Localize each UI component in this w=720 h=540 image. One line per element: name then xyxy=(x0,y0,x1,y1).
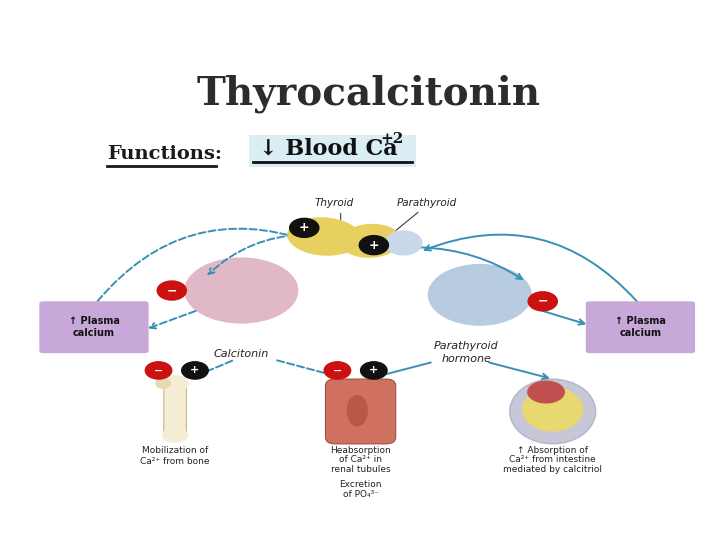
Ellipse shape xyxy=(162,376,189,391)
Text: Thyroid: Thyroid xyxy=(315,198,354,208)
FancyBboxPatch shape xyxy=(164,383,186,435)
Ellipse shape xyxy=(528,381,564,403)
Text: Thyrocalcitonin: Thyrocalcitonin xyxy=(197,75,541,113)
Circle shape xyxy=(157,281,186,300)
FancyBboxPatch shape xyxy=(40,301,148,353)
Text: Calcitonin: Calcitonin xyxy=(214,349,269,360)
Text: −: − xyxy=(333,366,342,375)
Ellipse shape xyxy=(347,395,367,426)
Ellipse shape xyxy=(385,231,422,255)
Text: −: − xyxy=(538,295,548,308)
Text: Heabsorption: Heabsorption xyxy=(330,446,391,455)
Ellipse shape xyxy=(341,225,400,257)
Circle shape xyxy=(361,362,387,379)
FancyBboxPatch shape xyxy=(249,136,416,167)
Text: Functions:: Functions: xyxy=(107,145,222,163)
Text: Excretion: Excretion xyxy=(339,480,382,489)
Text: −: − xyxy=(166,284,177,297)
FancyBboxPatch shape xyxy=(586,301,695,353)
Ellipse shape xyxy=(185,258,297,323)
Text: Ca²⁺ from intestine: Ca²⁺ from intestine xyxy=(509,455,596,464)
Text: Parathyroid: Parathyroid xyxy=(397,198,457,208)
Text: renal tubules: renal tubules xyxy=(330,465,390,475)
Text: Parathyroid
hormone: Parathyroid hormone xyxy=(434,341,499,364)
Ellipse shape xyxy=(523,388,582,431)
Text: ↑ Plasma
calcium: ↑ Plasma calcium xyxy=(615,316,666,338)
Circle shape xyxy=(145,362,172,379)
Circle shape xyxy=(528,292,557,311)
Ellipse shape xyxy=(428,265,531,325)
Ellipse shape xyxy=(288,218,360,255)
Text: of PO₄³⁻: of PO₄³⁻ xyxy=(343,490,379,499)
Text: ↑ Plasma
calcium: ↑ Plasma calcium xyxy=(68,316,120,338)
Text: mediated by calcitriol: mediated by calcitriol xyxy=(503,465,602,475)
Text: +2: +2 xyxy=(381,132,404,146)
Text: Ca²⁺ from bone: Ca²⁺ from bone xyxy=(140,457,210,466)
Circle shape xyxy=(289,218,319,238)
FancyBboxPatch shape xyxy=(325,379,396,444)
Text: ↑ Absorption of: ↑ Absorption of xyxy=(517,446,588,455)
Text: ↓ Blood Ca: ↓ Blood Ca xyxy=(259,138,397,160)
Ellipse shape xyxy=(510,379,595,444)
Text: −: − xyxy=(154,366,163,375)
Circle shape xyxy=(324,362,351,379)
Text: +: + xyxy=(369,366,379,375)
Text: of Ca²⁺ in: of Ca²⁺ in xyxy=(339,455,382,464)
Circle shape xyxy=(181,362,208,379)
Text: +: + xyxy=(299,221,310,234)
Text: +: + xyxy=(190,366,199,375)
Ellipse shape xyxy=(156,379,171,388)
Ellipse shape xyxy=(163,428,188,442)
Circle shape xyxy=(359,235,388,255)
Text: Mobilization of: Mobilization of xyxy=(142,446,208,455)
Text: +: + xyxy=(369,239,379,252)
